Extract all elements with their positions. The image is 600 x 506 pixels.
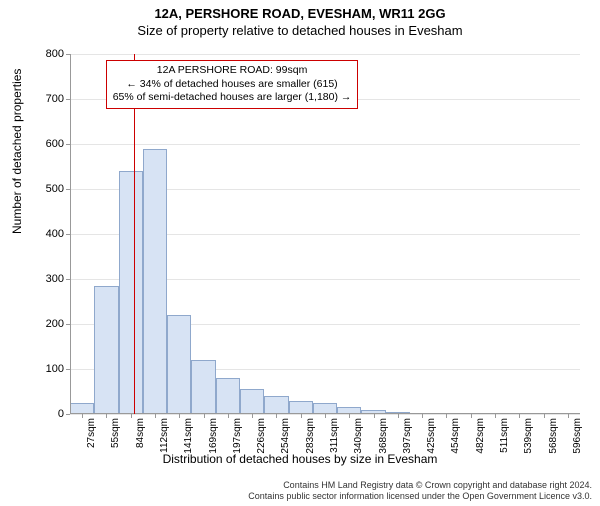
y-tick-label: 300 bbox=[46, 273, 70, 285]
x-tick-label: 425sqm bbox=[426, 418, 437, 454]
tick-mark bbox=[325, 414, 326, 418]
chart-title: 12A, PERSHORE ROAD, EVESHAM, WR11 2GG bbox=[0, 6, 600, 21]
chart-subtitle: Size of property relative to detached ho… bbox=[0, 23, 600, 38]
y-axis-label: Number of detached properties bbox=[10, 69, 24, 234]
x-tick-label: 283sqm bbox=[305, 418, 316, 454]
y-tick-label: 0 bbox=[58, 408, 70, 420]
tick-mark bbox=[471, 414, 472, 418]
histogram-bar bbox=[289, 401, 313, 415]
x-tick-label: 27sqm bbox=[86, 418, 97, 448]
x-tick-label: 368sqm bbox=[378, 418, 389, 454]
tick-mark bbox=[204, 414, 205, 418]
x-tick-label: 596sqm bbox=[572, 418, 583, 454]
x-tick-label: 397sqm bbox=[402, 418, 413, 454]
tick-mark bbox=[495, 414, 496, 418]
x-tick-label: 311sqm bbox=[329, 418, 340, 453]
x-tick-label: 141sqm bbox=[183, 418, 194, 454]
x-axis-label: Distribution of detached houses by size … bbox=[0, 452, 600, 466]
gridline bbox=[70, 54, 580, 55]
tick-mark bbox=[519, 414, 520, 418]
x-axis-line bbox=[70, 413, 580, 414]
annotation-box: 12A PERSHORE ROAD: 99sqm← 34% of detache… bbox=[106, 60, 359, 109]
histogram-bar bbox=[143, 149, 167, 415]
annotation-line: ← 34% of detached houses are smaller (61… bbox=[113, 78, 352, 92]
footer-line: Contains public sector information licen… bbox=[0, 491, 592, 502]
tick-mark bbox=[131, 414, 132, 418]
y-tick-label: 500 bbox=[46, 183, 70, 195]
histogram-bar bbox=[119, 171, 143, 414]
annotation-line: 65% of semi-detached houses are larger (… bbox=[113, 91, 352, 105]
histogram-bar bbox=[191, 360, 215, 414]
y-tick-label: 100 bbox=[46, 363, 70, 375]
x-tick-label: 511sqm bbox=[499, 418, 510, 453]
x-tick-label: 112sqm bbox=[159, 418, 170, 453]
tick-mark bbox=[106, 414, 107, 418]
tick-mark bbox=[544, 414, 545, 418]
tick-mark bbox=[228, 414, 229, 418]
x-tick-label: 197sqm bbox=[232, 418, 243, 454]
footer-line: Contains HM Land Registry data © Crown c… bbox=[0, 480, 592, 491]
y-tick-label: 400 bbox=[46, 228, 70, 240]
tick-mark bbox=[179, 414, 180, 418]
tick-mark bbox=[276, 414, 277, 418]
tick-mark bbox=[301, 414, 302, 418]
annotation-line: 12A PERSHORE ROAD: 99sqm bbox=[113, 64, 352, 78]
x-tick-label: 169sqm bbox=[208, 418, 219, 454]
x-tick-label: 55sqm bbox=[110, 418, 121, 448]
tick-mark bbox=[155, 414, 156, 418]
y-tick-label: 600 bbox=[46, 138, 70, 150]
x-tick-label: 340sqm bbox=[353, 418, 364, 454]
y-tick-label: 800 bbox=[46, 48, 70, 60]
tick-mark bbox=[82, 414, 83, 418]
footer-attribution: Contains HM Land Registry data © Crown c… bbox=[0, 480, 592, 502]
x-tick-label: 568sqm bbox=[548, 418, 559, 454]
x-tick-label: 539sqm bbox=[523, 418, 534, 454]
histogram-bar bbox=[167, 315, 191, 414]
y-axis-line bbox=[70, 54, 71, 414]
y-tick-label: 200 bbox=[46, 318, 70, 330]
histogram-bar bbox=[216, 378, 240, 414]
x-tick-label: 454sqm bbox=[450, 418, 461, 454]
x-tick-label: 254sqm bbox=[280, 418, 291, 454]
x-tick-label: 226sqm bbox=[256, 418, 267, 454]
tick-mark bbox=[252, 414, 253, 418]
gridline bbox=[70, 144, 580, 145]
tick-mark bbox=[568, 414, 569, 418]
y-tick-label: 700 bbox=[46, 93, 70, 105]
tick-mark bbox=[446, 414, 447, 418]
histogram-bar bbox=[264, 396, 288, 414]
x-tick-label: 482sqm bbox=[475, 418, 486, 454]
x-tick-label: 84sqm bbox=[135, 418, 146, 448]
tick-mark bbox=[422, 414, 423, 418]
tick-mark bbox=[398, 414, 399, 418]
histogram-bar bbox=[94, 286, 118, 414]
histogram-bar bbox=[240, 389, 264, 414]
plot-area: 010020030040050060070080027sqm55sqm84sqm… bbox=[70, 54, 580, 414]
tick-mark bbox=[349, 414, 350, 418]
tick-mark bbox=[374, 414, 375, 418]
chart-container: 12A, PERSHORE ROAD, EVESHAM, WR11 2GG Si… bbox=[0, 6, 600, 506]
